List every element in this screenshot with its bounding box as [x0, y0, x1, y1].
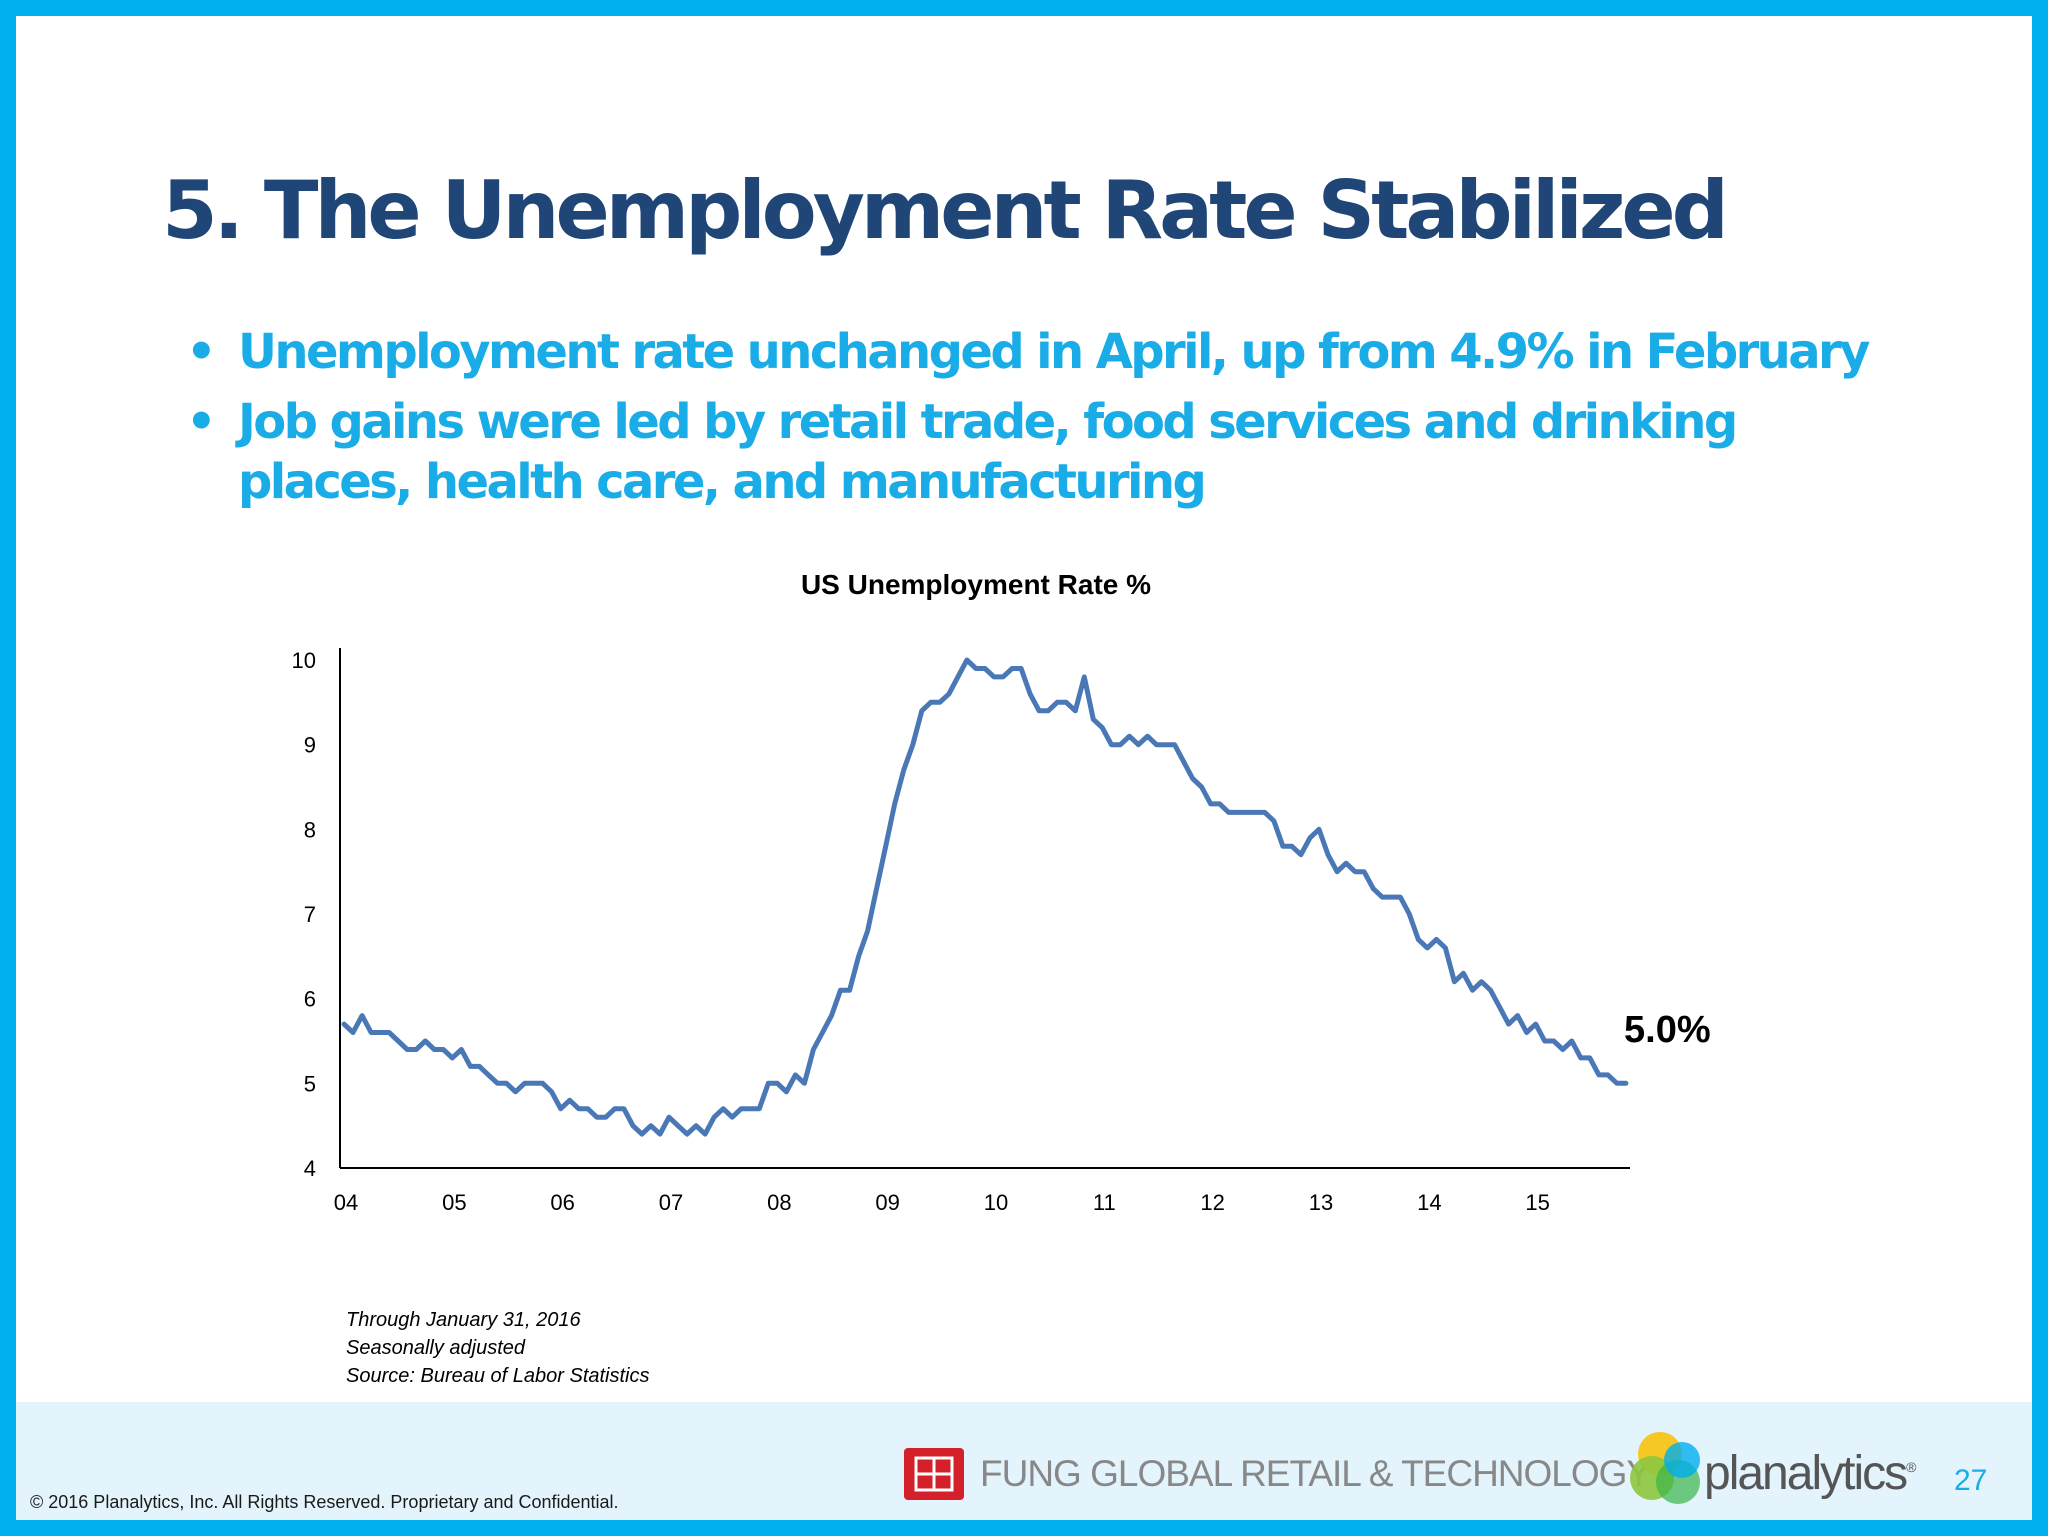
unemployment-chart: 4 5 6 7 8 9 10 04 05 06 07 08 09 10 11 12 13 14 15 5.0%: [292, 648, 1711, 1215]
x-tick-label: 06: [550, 1190, 574, 1215]
fung-logo-block: FUNG GLOBAL RETAIL & TECHNOLOGY: [904, 1448, 1651, 1500]
y-tick-label: 7: [304, 902, 316, 927]
x-tick-label: 12: [1200, 1190, 1224, 1215]
x-tick-labels: 04 05 06 07 08 09 10 11 12 13 14 15: [334, 1190, 1550, 1215]
x-tick-label: 09: [875, 1190, 899, 1215]
x-tick-label: 05: [442, 1190, 466, 1215]
bullet-list: • Unemployment rate unchanged in April, …: [186, 322, 1886, 522]
x-tick-label: 11: [1093, 1190, 1116, 1215]
bullet-item: • Unemployment rate unchanged in April, …: [186, 322, 1886, 382]
last-value-annotation: 5.0%: [1624, 1009, 1711, 1051]
page-title: 5. The Unemployment Rate Stabilized: [162, 164, 1729, 257]
copyright-text: © 2016 Planalytics, Inc. All Rights Rese…: [30, 1492, 619, 1512]
footer: © 2016 Planalytics, Inc. All Rights Rese…: [16, 1402, 2032, 1520]
y-tick-label: 9: [304, 733, 316, 758]
bullet-item: • Job gains were led by retail trade, fo…: [186, 392, 1886, 512]
bullet-dot: •: [186, 324, 217, 380]
page-number: 27: [1954, 1464, 1988, 1497]
source-notes: Through January 31, 2016 Seasonally adju…: [346, 1306, 650, 1390]
x-tick-label: 08: [767, 1190, 791, 1215]
y-tick-label: 5: [304, 1071, 316, 1096]
fung-logo-icon: [904, 1448, 964, 1500]
slide: 5. The Unemployment Rate Stabilized • Un…: [16, 16, 2032, 1520]
bullet-text: Job gains were led by retail trade, food…: [238, 394, 1738, 510]
y-tick-labels: 4 5 6 7 8 9 10: [292, 648, 316, 1181]
y-tick-label: 10: [292, 648, 316, 673]
x-tick-label: 13: [1309, 1190, 1333, 1215]
y-tick-label: 8: [304, 817, 316, 842]
bullet-text: Unemployment rate unchanged in April, up…: [238, 324, 1870, 380]
planalytics-logo: planalytics®: [1626, 1424, 1946, 1520]
y-tick-label: 6: [304, 987, 316, 1012]
planalytics-text: planalytics®: [1704, 1447, 1917, 1500]
x-tick-label: 04: [334, 1190, 358, 1215]
note-line: Through January 31, 2016: [346, 1309, 581, 1331]
series-line: [341, 657, 1629, 1137]
note-line: Source: Bureau of Labor Statistics: [346, 1365, 650, 1387]
x-tick-label: 10: [984, 1190, 1008, 1215]
x-tick-label: 07: [659, 1190, 683, 1215]
planalytics-logo-icon: [1630, 1432, 1700, 1504]
note-line: Seasonally adjusted: [346, 1337, 526, 1359]
x-tick-label: 14: [1417, 1190, 1441, 1215]
registered-mark: ®: [1906, 1459, 1917, 1475]
y-tick-label: 4: [304, 1156, 316, 1181]
bullet-dot: •: [186, 394, 217, 450]
chart-title: US Unemployment Rate %: [800, 569, 1152, 600]
x-tick-label: 15: [1525, 1190, 1549, 1215]
fung-logo-text: FUNG GLOBAL RETAIL & TECHNOLOGY: [980, 1453, 1651, 1494]
